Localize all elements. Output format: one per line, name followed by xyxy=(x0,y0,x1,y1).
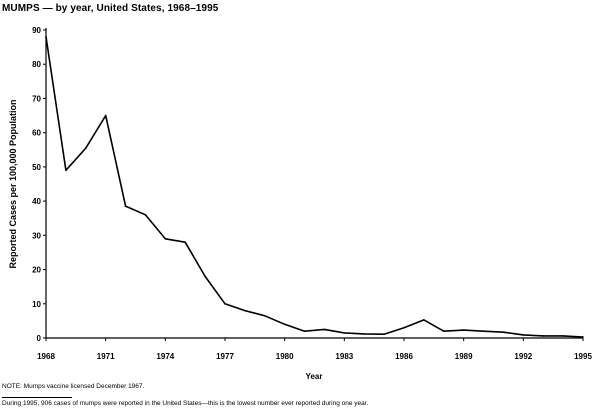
series-group xyxy=(45,36,584,338)
data-point xyxy=(383,333,385,336)
data-point xyxy=(65,169,67,172)
y-tick-label: 30 xyxy=(32,231,41,240)
data-point xyxy=(323,328,326,331)
x-tick-label: 1992 xyxy=(514,352,532,361)
data-point xyxy=(562,335,564,337)
data-point xyxy=(244,309,246,312)
y-tick-label: 50 xyxy=(32,163,41,172)
data-point xyxy=(45,36,47,38)
y-tick-label: 90 xyxy=(32,26,41,35)
axes xyxy=(45,28,583,339)
data-point xyxy=(204,275,206,278)
y-axis-ticks: 0 10 20 30 40 50 60 70 80 90 xyxy=(32,26,46,343)
x-tick-label: 1989 xyxy=(455,352,473,361)
y-tick-label: 20 xyxy=(32,266,41,275)
data-point xyxy=(423,319,425,321)
y-tick-label: 0 xyxy=(37,334,42,343)
x-tick-label: 1977 xyxy=(216,352,234,361)
data-point xyxy=(84,147,87,149)
vaccine-note: NOTE: Mumps vaccine licensed December 19… xyxy=(2,383,145,390)
chart-title: MUMPS — by year, United States, 1968–199… xyxy=(2,3,219,14)
data-point xyxy=(442,330,445,332)
data-point xyxy=(144,214,147,216)
data-point xyxy=(263,314,266,317)
x-tick-label: 1983 xyxy=(335,352,353,361)
data-point xyxy=(283,323,286,326)
x-axis-label: Year xyxy=(306,372,323,381)
x-tick-label: 1980 xyxy=(276,352,294,361)
x-tick-label: 1986 xyxy=(395,352,413,361)
data-point xyxy=(462,329,465,331)
data-point xyxy=(124,205,127,208)
data-point xyxy=(582,336,584,338)
data-point xyxy=(164,237,167,240)
data-point xyxy=(363,333,366,335)
y-tick-label: 60 xyxy=(32,129,41,138)
x-tick-label: 1968 xyxy=(37,352,55,361)
x-tick-label: 1974 xyxy=(156,352,174,361)
y-tick-label: 80 xyxy=(32,60,41,69)
data-point xyxy=(522,334,525,336)
data-point xyxy=(184,241,187,243)
x-axis-ticks: 1968 1971 1974 1977 1980 1983 1986 1989 1992 1995 xyxy=(37,338,592,361)
data-point xyxy=(104,114,107,117)
y-axis-label: Reported Cases per 100,000 Population xyxy=(8,99,18,268)
data-point xyxy=(502,331,505,333)
footnote: During 1995, 906 cases of mumps were rep… xyxy=(2,400,369,407)
y-tick-label: 10 xyxy=(32,300,41,309)
data-point xyxy=(303,330,306,332)
y-tick-label: 70 xyxy=(32,94,41,103)
data-point xyxy=(343,332,346,334)
y-tick-label: 40 xyxy=(32,197,41,206)
data-point xyxy=(482,330,485,332)
data-point xyxy=(542,335,545,337)
data-point xyxy=(403,326,405,329)
data-point xyxy=(224,302,226,305)
series-line-0 xyxy=(45,36,584,338)
footnote-divider xyxy=(2,397,72,398)
x-tick-label: 1971 xyxy=(97,352,115,361)
x-tick-label: 1995 xyxy=(574,352,592,361)
